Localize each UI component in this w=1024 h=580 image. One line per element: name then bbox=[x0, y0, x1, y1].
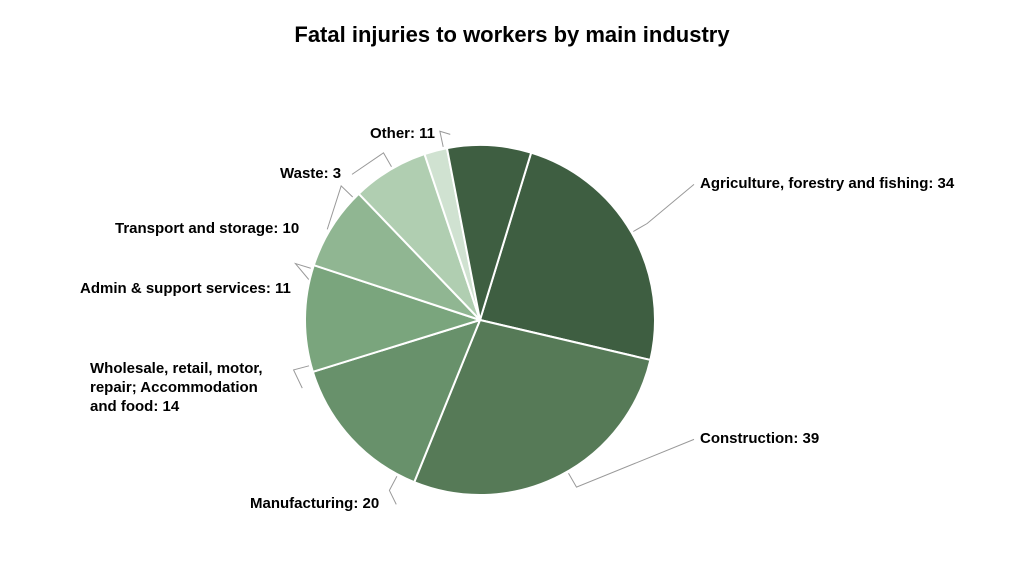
leader-line bbox=[352, 153, 392, 175]
slice-label: Admin & support services: 11 bbox=[80, 280, 291, 299]
chart-container: Fatal injuries to workers by main indust… bbox=[0, 0, 1024, 580]
slice-label: Manufacturing: 20 bbox=[250, 495, 379, 514]
slice-label: Wholesale, retail, motor, repair; Accomm… bbox=[90, 360, 263, 416]
slice-label: Waste: 3 bbox=[280, 165, 341, 184]
slice-label: Construction: 39 bbox=[700, 430, 819, 449]
leader-line bbox=[389, 476, 397, 504]
leader-line bbox=[633, 184, 694, 231]
slice-label: Other: 11 bbox=[370, 125, 435, 144]
slice-label: Agriculture, forestry and fishing: 34 bbox=[700, 175, 954, 194]
slice-label: Transport and storage: 10 bbox=[115, 220, 299, 239]
leader-line bbox=[294, 366, 309, 388]
leader-line bbox=[440, 131, 450, 147]
